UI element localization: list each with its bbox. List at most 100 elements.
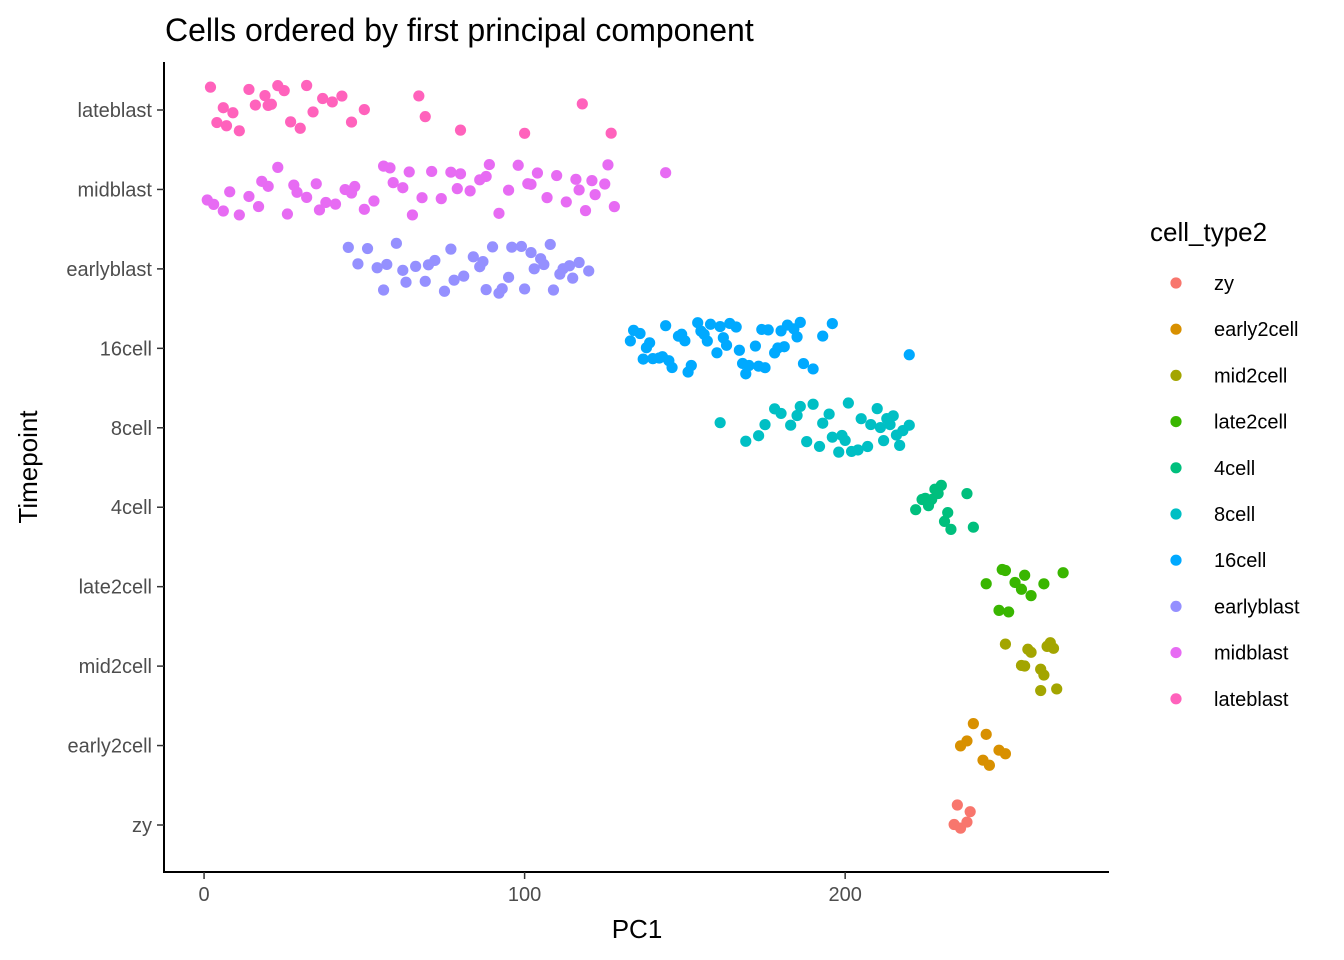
data-point-16cell xyxy=(772,342,784,354)
data-point-8cell xyxy=(871,403,883,415)
legend-label-mid2cell: mid2cell xyxy=(1214,365,1287,387)
data-point-16cell xyxy=(656,351,669,363)
data-point-midblast xyxy=(445,166,457,178)
data-point-earlyblast xyxy=(438,285,451,297)
data-point-lateblast xyxy=(301,79,313,92)
data-point-16cell xyxy=(797,357,810,370)
legend: zy early2cell mid2cell late2cell 4cell 8cell 1… xyxy=(1170,273,1300,711)
data-point-16cell xyxy=(685,359,697,372)
data-point-16cell xyxy=(903,349,915,361)
data-point-midblast xyxy=(208,198,220,210)
data-point-lateblast xyxy=(345,116,358,128)
data-point-lateblast xyxy=(294,122,306,134)
legend-key-mid2cell xyxy=(1170,369,1182,381)
data-point-midblast xyxy=(551,169,563,182)
data-point-lateblast xyxy=(419,111,431,123)
data-point-lateblast xyxy=(233,125,245,137)
data-point-midblast xyxy=(451,183,463,195)
data-point-16cell xyxy=(660,320,672,332)
data-point-lateblast xyxy=(227,107,239,119)
legend-key-early2cell xyxy=(1170,323,1182,335)
data-point-lateblast xyxy=(259,90,271,102)
data-point-earlyblast xyxy=(525,246,537,259)
data-point-midblast xyxy=(416,192,428,204)
data-point-midblast xyxy=(560,196,572,208)
data-point-early2cell xyxy=(980,728,992,740)
data-point-midblast xyxy=(217,205,229,217)
data-point-mid2cell xyxy=(1051,683,1063,695)
y-tick-label: 16cell xyxy=(100,338,152,360)
data-point-earlyblast xyxy=(381,258,393,271)
data-point-lateblast xyxy=(262,99,274,112)
data-point-lateblast xyxy=(204,81,217,93)
data-point-midblast xyxy=(403,166,415,178)
y-tick-label: earlyblast xyxy=(66,259,152,281)
data-point-midblast xyxy=(233,209,245,221)
data-point-earlyblast xyxy=(493,287,505,299)
plot-area xyxy=(201,79,1069,834)
data-point-zy xyxy=(961,816,973,828)
data-point-late2cell xyxy=(1003,606,1015,618)
data-point-midblast xyxy=(512,159,524,171)
x-tick-label: 200 xyxy=(828,884,861,906)
data-point-earlyblast xyxy=(342,241,354,253)
data-point-midblast xyxy=(435,193,447,205)
data-point-4cell xyxy=(922,500,935,512)
data-point-earlyblast xyxy=(506,241,518,253)
data-point-earlyblast xyxy=(390,237,402,249)
legend-label-earlyblast: earlyblast xyxy=(1214,596,1300,618)
data-point-midblast xyxy=(464,185,476,197)
legend-label-4cell: 4cell xyxy=(1214,458,1255,480)
data-point-8cell xyxy=(785,419,797,431)
data-point-earlyblast xyxy=(528,263,540,275)
data-point-8cell xyxy=(759,419,771,431)
data-point-late2cell xyxy=(993,604,1005,616)
data-point-midblast xyxy=(256,175,268,187)
data-point-zy xyxy=(964,806,976,818)
data-point-8cell xyxy=(807,398,819,410)
legend-label-16cell: 16cell xyxy=(1214,550,1266,572)
data-point-early2cell xyxy=(999,748,1012,760)
data-point-16cell xyxy=(736,357,749,370)
data-point-midblast xyxy=(384,162,396,174)
data-point-8cell xyxy=(775,407,787,420)
y-tick-label: 4cell xyxy=(111,497,152,519)
data-point-8cell xyxy=(842,397,854,409)
data-point-lateblast xyxy=(317,92,329,105)
data-point-8cell xyxy=(817,417,829,429)
data-point-lateblast xyxy=(454,124,467,136)
chart-title: Cells ordered by first principal compone… xyxy=(165,12,754,48)
data-point-16cell xyxy=(807,363,819,375)
data-point-8cell xyxy=(894,439,906,451)
data-point-8cell xyxy=(878,435,890,447)
data-point-midblast xyxy=(345,187,358,199)
data-point-late2cell xyxy=(1057,567,1069,579)
data-point-earlyblast xyxy=(400,276,412,288)
data-point-midblast xyxy=(320,196,332,209)
data-point-8cell xyxy=(740,435,752,447)
legend-label-8cell: 8cell xyxy=(1214,504,1255,526)
data-point-midblast xyxy=(252,200,265,213)
data-point-mid2cell xyxy=(1022,643,1034,655)
data-point-lateblast xyxy=(413,90,425,102)
data-point-16cell xyxy=(698,328,710,340)
data-point-earlyblast xyxy=(502,271,515,283)
data-point-8cell xyxy=(794,400,806,413)
data-point-earlyblast xyxy=(538,258,550,271)
data-point-4cell xyxy=(938,515,951,528)
data-point-mid2cell xyxy=(1041,640,1053,652)
data-point-midblast xyxy=(525,178,537,190)
data-point-midblast xyxy=(502,184,515,196)
data-point-earlyblast xyxy=(474,261,486,273)
legend-label-lateblast: lateblast xyxy=(1214,689,1289,711)
data-point-mid2cell xyxy=(1015,659,1028,672)
data-point-midblast xyxy=(586,175,598,187)
data-point-midblast xyxy=(329,198,342,210)
data-point-8cell xyxy=(714,417,726,429)
data-point-late2cell xyxy=(1015,583,1028,595)
data-point-16cell xyxy=(826,318,838,330)
data-point-earlyblast xyxy=(467,251,479,263)
data-point-mid2cell xyxy=(1035,663,1047,675)
data-point-midblast xyxy=(358,203,370,215)
data-point-16cell xyxy=(714,320,726,333)
